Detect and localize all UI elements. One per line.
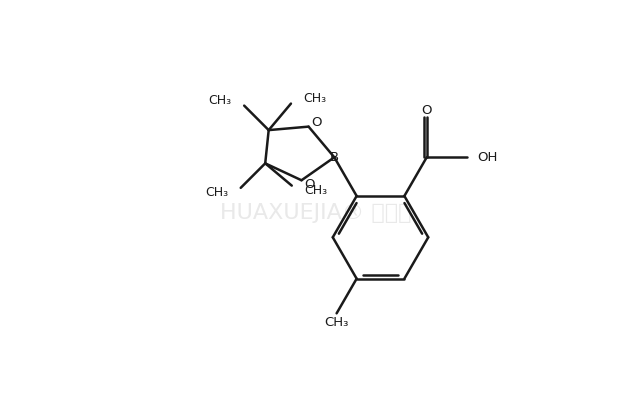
Text: HUAXUEJIA® 化学加: HUAXUEJIA® 化学加 [220, 203, 412, 222]
Text: CH₃: CH₃ [304, 92, 326, 105]
Text: B: B [329, 151, 339, 164]
Text: CH₃: CH₃ [325, 316, 349, 329]
Text: O: O [311, 116, 321, 129]
Text: CH₃: CH₃ [205, 186, 228, 199]
Text: CH₃: CH₃ [304, 184, 327, 197]
Text: O: O [421, 104, 432, 117]
Text: O: O [304, 178, 315, 191]
Text: OH: OH [478, 151, 498, 164]
Text: CH₃: CH₃ [209, 94, 232, 108]
